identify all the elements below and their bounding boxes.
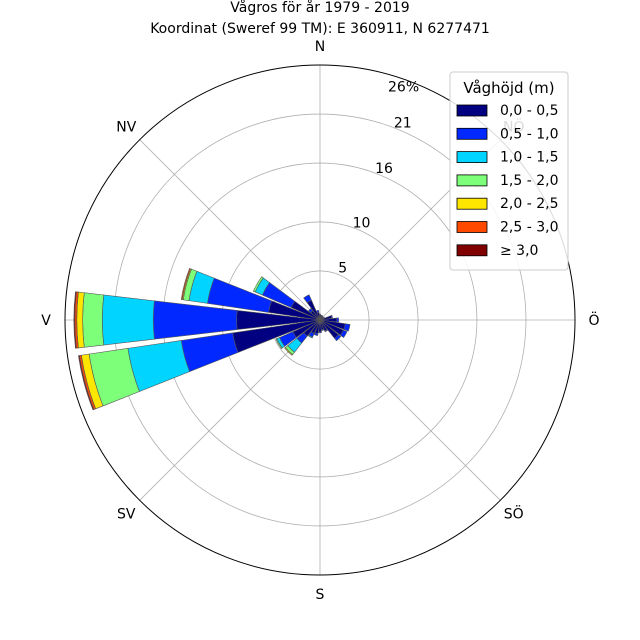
rose-bar-segment (284, 346, 294, 356)
rose-bar-segment (330, 314, 333, 319)
legend-swatch (456, 127, 488, 140)
legend-swatch (456, 174, 488, 187)
legend-label: 0,0 - 0,5 (500, 103, 558, 119)
rose-bar-segment (307, 334, 313, 339)
radial-tick-label: 10 (353, 215, 371, 231)
legend: Våghöjd (m) 0,0 - 0,5 0,5 - 1,0 1,0 - 1,5 1… (449, 71, 569, 271)
rose-bar-segment (303, 294, 312, 304)
rose-bar-segment (340, 329, 348, 338)
radial-max-label: 26% (388, 79, 419, 95)
legend-swatch (456, 151, 488, 164)
rose-bar-segment (252, 276, 264, 293)
rose-bar-segment (102, 294, 155, 346)
grid-spoke (139, 139, 321, 321)
radial-tick-label: 16 (375, 161, 393, 177)
chart-subtitle: Koordinat (Sweref 99 TM): E 360911, N 62… (150, 21, 490, 37)
direction-label: Ö (588, 311, 599, 329)
rose-bar-segment (73, 291, 77, 349)
direction-label: SV (117, 507, 136, 523)
direction-label: S (316, 587, 325, 603)
radial-tick-label: 21 (394, 116, 412, 132)
rose-bar-segment (313, 332, 319, 336)
legend-label: 2,0 - 2,5 (500, 196, 558, 212)
rose-bar-segment (308, 308, 314, 314)
legend-swatch (456, 244, 488, 257)
legend-label: 0,5 - 1,0 (500, 126, 558, 142)
radial-tick-label: 5 (338, 261, 347, 277)
chart-title: Vågros för år 1979 - 2019 (230, 0, 409, 16)
legend-swatch (456, 104, 488, 117)
legend-swatch (456, 221, 488, 233)
legend-frame (449, 71, 569, 271)
rose-bar-segment (321, 328, 325, 332)
rose-bar-segment (336, 317, 339, 323)
legend-label: 2,5 - 3,0 (500, 220, 558, 236)
legend-label: 1,5 - 2,0 (500, 173, 558, 189)
rose-bar-segment (316, 309, 320, 314)
rose-bar-segment (324, 329, 329, 333)
rose-bar-segment (318, 331, 322, 334)
legend-label: 1,0 - 1,5 (500, 150, 558, 166)
rose-bars (73, 267, 351, 411)
legend-swatch (456, 197, 488, 210)
legend-items: 0,0 - 0,5 0,5 - 1,0 1,0 - 1,5 1,5 - 2,0 2,0 … (456, 103, 558, 259)
rose-bar-segment (180, 267, 191, 300)
legend-label: ≥ 3,0 (500, 243, 538, 259)
direction-label: V (41, 313, 51, 329)
rose-bar-segment (343, 323, 351, 332)
rose-bar-segment (275, 338, 283, 350)
direction-label: SÖ (504, 505, 524, 523)
radial-tick-labels: 5 10 16 21 26% (338, 79, 419, 276)
grid-spoke (319, 319, 501, 501)
plot-outline (64, 64, 576, 576)
direction-label: N (315, 39, 325, 55)
rose-bar-segment (82, 292, 105, 348)
legend-title: Våghöjd (m) (463, 79, 554, 97)
rose-bar-segment (334, 334, 342, 342)
rose-bar-segment (78, 355, 95, 411)
direction-label: NV (116, 119, 136, 135)
